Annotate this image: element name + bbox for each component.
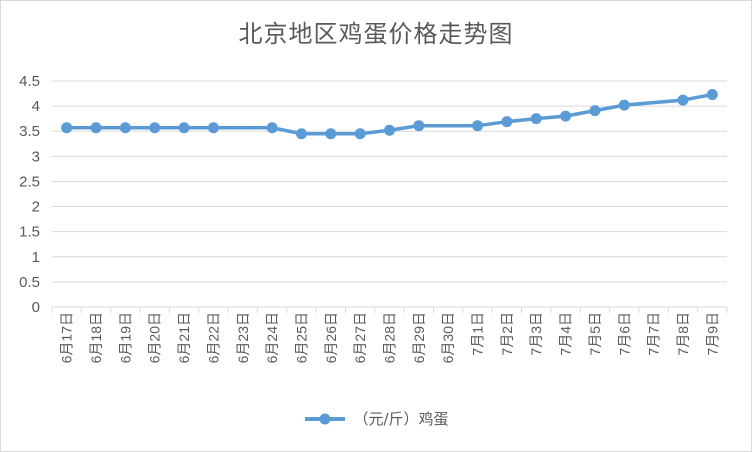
- x-tick-label: 7月6日: [616, 312, 632, 356]
- x-tick-label: 6月21日: [176, 312, 192, 363]
- x-tick-label: 7月3日: [528, 312, 544, 356]
- x-tick-label: 6月23日: [235, 312, 251, 363]
- data-point: [178, 122, 190, 134]
- legend-label: （元/斤）鸡蛋: [353, 410, 449, 428]
- data-point: [90, 122, 102, 134]
- x-tick-label: 7月7日: [646, 312, 662, 356]
- x-tick-label: 7月8日: [675, 312, 691, 356]
- y-tick-label: 2: [32, 199, 40, 216]
- y-tick-label: 1.5: [19, 224, 40, 241]
- data-point: [472, 120, 484, 132]
- x-tick-label: 6月19日: [117, 312, 133, 363]
- x-tick-label: 7月4日: [558, 312, 574, 356]
- y-tick-label: 0: [32, 299, 40, 316]
- x-tick-label: 7月5日: [587, 312, 603, 356]
- data-point: [530, 113, 542, 125]
- x-tick-label: 6月18日: [88, 312, 104, 363]
- x-tick-label: 6月22日: [205, 312, 221, 363]
- data-point: [354, 128, 366, 140]
- y-tick-label: 3: [32, 148, 40, 165]
- x-tick-label: 6月30日: [440, 312, 456, 363]
- y-tick-label: 4.5: [19, 73, 40, 90]
- data-point: [119, 122, 131, 134]
- data-point: [149, 122, 161, 134]
- y-tick-label: 3.5: [19, 123, 40, 140]
- data-point: [413, 120, 425, 132]
- x-tick-label: 6月24日: [264, 312, 280, 363]
- data-point: [266, 122, 278, 134]
- x-tick-label: 7月1日: [470, 312, 486, 356]
- x-tick-label: 6月27日: [352, 312, 368, 363]
- x-tick-label: 6月29日: [411, 312, 427, 363]
- legend-swatch: [305, 413, 346, 424]
- data-point: [706, 89, 718, 101]
- legend: （元/斤）鸡蛋: [0, 408, 752, 429]
- x-tick-label: 6月17日: [59, 312, 75, 363]
- y-tick-label: 1: [32, 249, 40, 266]
- data-point: [589, 105, 601, 117]
- data-point: [384, 124, 395, 136]
- data-point: [325, 128, 337, 140]
- x-tick-label: 7月9日: [704, 312, 720, 356]
- data-point: [207, 122, 219, 134]
- data-point: [677, 94, 689, 106]
- y-tick-label: 2.5: [19, 173, 40, 190]
- x-tick-label: 6月20日: [147, 312, 163, 363]
- x-tick-label: 6月25日: [293, 312, 309, 363]
- x-tick-label: 7月2日: [499, 312, 515, 356]
- data-point: [560, 110, 572, 122]
- y-tick-label: 4: [32, 98, 40, 115]
- x-tick-label: 6月26日: [323, 312, 339, 363]
- x-tick-label: 6月28日: [382, 312, 398, 363]
- data-point: [61, 122, 73, 134]
- chart-title: 北京地区鸡蛋价格走势图: [238, 20, 514, 48]
- data-point: [295, 128, 307, 140]
- data-point: [501, 116, 513, 128]
- data-point: [618, 99, 630, 111]
- y-tick-label: 0.5: [19, 274, 40, 291]
